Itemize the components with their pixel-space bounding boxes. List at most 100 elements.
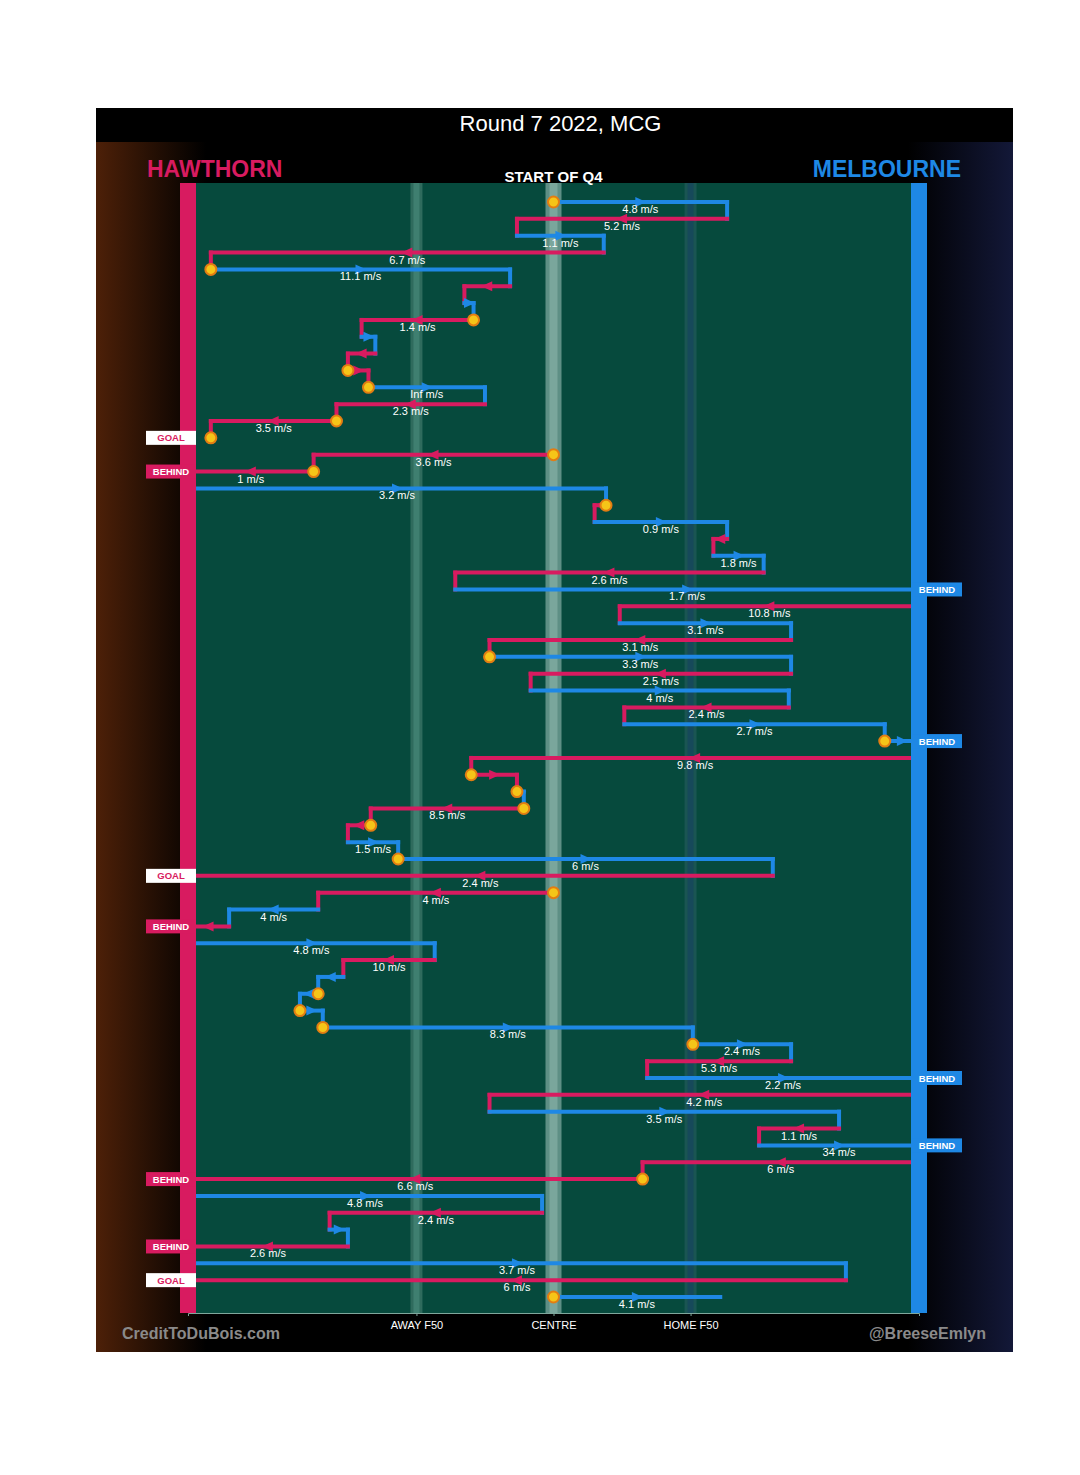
speed-label: 2.2 m/s xyxy=(765,1079,802,1091)
stoppage-marker xyxy=(637,1174,648,1185)
chain-connector xyxy=(711,539,715,556)
chain-connector xyxy=(789,1044,793,1061)
speed-label: 2.4 m/s xyxy=(689,708,726,720)
x-tick-mark xyxy=(691,1313,692,1316)
speed-label: 10.8 m/s xyxy=(748,607,791,619)
speed-label: 2.7 m/s xyxy=(736,725,773,737)
chain-connector xyxy=(316,893,320,910)
speed-label: 3.6 m/s xyxy=(416,456,453,468)
result-label: GOAL xyxy=(157,1275,185,1286)
speed-label: 3.2 m/s xyxy=(379,489,416,501)
subtitle: START OF Q4 xyxy=(504,168,603,185)
left-goal-post xyxy=(180,183,196,1313)
stoppage-marker xyxy=(205,264,216,275)
direction-arrow xyxy=(489,770,500,780)
result-box xyxy=(146,1172,196,1186)
speed-label: 4 m/s xyxy=(422,894,449,906)
chain-connector xyxy=(360,320,364,337)
grid-stripe xyxy=(546,183,562,1313)
speed-label: 4.1 m/s xyxy=(619,1298,656,1310)
panel-background xyxy=(96,108,1013,1352)
grid-stripe xyxy=(410,183,422,1313)
stoppage-marker xyxy=(308,466,319,477)
speed-label: 11.1 m/s xyxy=(340,270,382,282)
chain-connector xyxy=(515,219,519,236)
chain-connector xyxy=(373,337,377,354)
speed-label: 4 m/s xyxy=(646,692,673,704)
stoppage-marker xyxy=(601,500,612,511)
speed-label: 8.3 m/s xyxy=(490,1028,527,1040)
chain-connector xyxy=(725,522,729,539)
chain-connector xyxy=(622,707,626,724)
result-box xyxy=(146,465,196,479)
stoppage-marker xyxy=(687,1039,698,1050)
possession-chain-chart: AWAY F50CENTREHOME F50Round 7 2022, MCGH… xyxy=(0,0,1080,1475)
result-label: BEHIND xyxy=(153,921,190,932)
grid-stripe-inner xyxy=(413,183,419,1313)
x-tick: HOME F50 xyxy=(664,1313,719,1331)
direction-arrow xyxy=(464,298,475,308)
chain-connector xyxy=(645,1061,649,1078)
x-tick-mark xyxy=(554,1313,555,1316)
grid-stripe-inner xyxy=(688,183,694,1313)
speed-label: 4.8 m/s xyxy=(293,944,330,956)
chain-marks xyxy=(188,197,919,1303)
direction-arrow xyxy=(325,972,336,982)
stoppage-marker xyxy=(317,1022,328,1033)
chain-connector xyxy=(725,202,729,219)
result-box xyxy=(146,431,196,445)
chain-connector xyxy=(341,960,345,977)
x-axis: AWAY F50CENTREHOME F50 xyxy=(189,1313,920,1331)
right-gradient xyxy=(908,108,1013,1352)
texts: Round 7 2022, MCGHAWTHORNMELBOURNESTART … xyxy=(122,111,986,1342)
x-tick-label: AWAY F50 xyxy=(391,1319,444,1331)
credit: CreditToDuBois.com xyxy=(122,1325,280,1342)
direction-arrow xyxy=(353,820,364,830)
direction-arrow xyxy=(334,1225,345,1235)
chain-connector xyxy=(346,825,350,842)
chain-connector xyxy=(433,943,437,960)
speed-label: 6 m/s xyxy=(767,1163,794,1175)
x-tick: AWAY F50 xyxy=(391,1313,444,1331)
result-label: BEHIND xyxy=(153,466,190,477)
grid-stripe-inner xyxy=(550,183,558,1313)
speed-label: 6 m/s xyxy=(572,860,599,872)
speed-label: 6.6 m/s xyxy=(397,1180,434,1192)
result-label: BEHIND xyxy=(919,736,956,747)
chain-connector xyxy=(787,691,791,708)
credit: @BreeseEmlyn xyxy=(869,1325,986,1342)
direction-arrow xyxy=(353,365,364,375)
direction-arrow xyxy=(363,332,374,342)
chain-connector xyxy=(540,1196,544,1213)
x-axis-line xyxy=(189,1314,920,1317)
chain-connector xyxy=(508,269,512,286)
speed-label: 3.1 m/s xyxy=(622,641,659,653)
x-tick-mark xyxy=(416,1313,417,1316)
direction-arrow xyxy=(714,534,725,544)
stoppage-marker xyxy=(205,432,216,443)
direction-arrow xyxy=(203,921,214,931)
chain-connector xyxy=(602,236,606,253)
speed-label: 3.1 m/s xyxy=(687,624,724,636)
direction-arrow xyxy=(481,281,492,291)
chain-connector xyxy=(346,1230,350,1247)
stoppage-marker xyxy=(365,820,376,831)
speed-label: 1.4 m/s xyxy=(400,321,437,333)
speed-label: 1.7 m/s xyxy=(669,590,706,602)
speed-label: 2.6 m/s xyxy=(591,574,628,586)
speed-label: 1.1 m/s xyxy=(542,237,579,249)
speed-label: 4.8 m/s xyxy=(622,203,659,215)
stoppage-marker xyxy=(879,736,890,747)
stoppage-marker xyxy=(393,854,404,865)
chain-connector xyxy=(844,1263,848,1280)
chain-connector xyxy=(771,859,775,876)
stoppage-marker xyxy=(548,449,559,460)
speed-label: 4.8 m/s xyxy=(347,1197,384,1209)
chain-connector xyxy=(483,387,487,404)
speed-label: Inf m/s xyxy=(410,388,444,400)
chain-connector xyxy=(837,1112,841,1129)
result-box xyxy=(146,869,196,883)
chain-connector xyxy=(757,1129,761,1146)
speed-label: 4 m/s xyxy=(260,911,287,923)
result-label: BEHIND xyxy=(919,1073,956,1084)
